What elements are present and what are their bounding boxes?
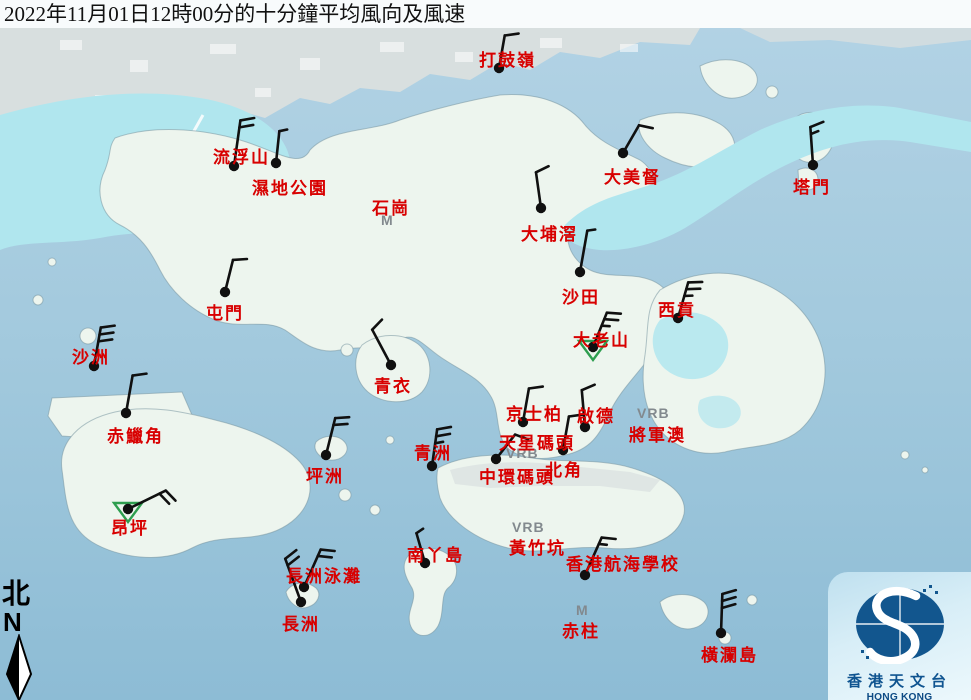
station-label-cheung-chau-beach: 長洲泳灘 (286, 567, 362, 586)
sha-chau-island (79, 327, 97, 345)
kau-yi-chau (385, 435, 395, 445)
compass-needle-icon (5, 632, 33, 700)
station-label-sha-chau: 沙洲 (72, 348, 110, 367)
station-label-wong-chuk-hang: 黃竹坑 (509, 539, 566, 558)
lamma-island-shape (403, 548, 457, 636)
small-island-ne (765, 85, 779, 99)
station-label-kings-park: 京士柏 (506, 405, 563, 424)
station-label-kai-tak: 啟德 (577, 407, 615, 426)
hki-north-shore-urban (450, 462, 660, 492)
hko-logo-panel: 香港天文台 HONG KONG OBSERVATORY (828, 572, 971, 700)
station-label-lamma-island: 南丫島 (407, 546, 464, 565)
station-label-tai-mei-tuk: 大美督 (604, 168, 661, 187)
hko-name-cjk: 香港天文台 (846, 674, 952, 690)
siu-kau-yi-chau (369, 504, 381, 516)
station-label-green-island: 青洲 (414, 444, 452, 463)
ninepin-1 (900, 450, 910, 460)
station-label-cheung-chau: 長洲 (282, 615, 320, 634)
tolo-harbour (564, 105, 971, 251)
compass-north-cjk: 北 (2, 579, 31, 610)
small-island-se (746, 594, 758, 606)
station-label-lau-fau-shan: 流浮山 (213, 148, 270, 167)
grass-island-south (797, 167, 819, 191)
station-label-waglan-island: 橫瀾島 (701, 646, 758, 665)
station-label-sai-kung: 西貢 (658, 301, 696, 320)
variable-wind-label-wong-chuk-hang: VRB (512, 519, 545, 535)
missing-data-label-stanley: M (576, 602, 589, 618)
compass-north-latin: N (3, 607, 22, 637)
missing-data-label-shek-kong: M (381, 212, 394, 228)
station-label-central-pier: 中環碼頭 (479, 468, 555, 487)
station-label-tai-po-kau: 大埔滘 (521, 225, 578, 244)
ninepin-2 (921, 466, 929, 474)
variable-wind-label-tseung-kwan-o: VRB (637, 405, 670, 421)
lung-kwu-chau (32, 294, 44, 306)
station-label-tsing-yi: 青衣 (374, 377, 412, 396)
station-label-tuen-mun: 屯門 (206, 304, 244, 323)
shenzhen-east-strip (740, 28, 971, 48)
sai-kung-inlet-south (697, 395, 741, 429)
map-title: 2022年11月01日12時00分的十分鐘平均風向及風速 (0, 0, 971, 28)
station-label-ta-kwu-ling: 打鼓嶺 (479, 51, 536, 70)
north-compass: 北 N (2, 580, 38, 700)
station-label-tseung-kwan-o: 將軍澳 (629, 426, 686, 445)
hei-ling-chau (338, 488, 352, 502)
station-label-ngong-ping: 昂坪 (111, 519, 149, 538)
new-territories-land (99, 94, 672, 459)
station-label-sha-tin: 沙田 (562, 288, 600, 307)
hko-name-en: HONG KONG OBSERVATORY (866, 692, 933, 700)
po-toi-group (659, 594, 709, 630)
emblem-dither (861, 585, 938, 659)
station-label-north-point: 北角 (545, 461, 583, 480)
hko-emblem-icon (856, 585, 944, 666)
station-label-shek-kong: 石崗 (372, 199, 410, 218)
station-label-stanley: 赤柱 (562, 622, 600, 641)
station-label-wetland-park: 濕地公園 (252, 179, 328, 198)
port-shelter-inlet (652, 312, 729, 380)
station-label-chek-lap-kok: 赤鱲角 (107, 427, 164, 446)
station-label-star-ferry: 天星碼頭 (499, 434, 575, 453)
station-label-peng-chau: 坪洲 (306, 467, 344, 486)
station-label-sea-school: 香港航海學校 (566, 555, 680, 574)
station-label-tates-cairn: 大老山 (573, 331, 630, 350)
crooked-island (699, 59, 758, 99)
ma-wan-island (340, 343, 354, 357)
small-island-w (47, 257, 57, 267)
station-label-tap-mun: 塔門 (793, 178, 831, 197)
